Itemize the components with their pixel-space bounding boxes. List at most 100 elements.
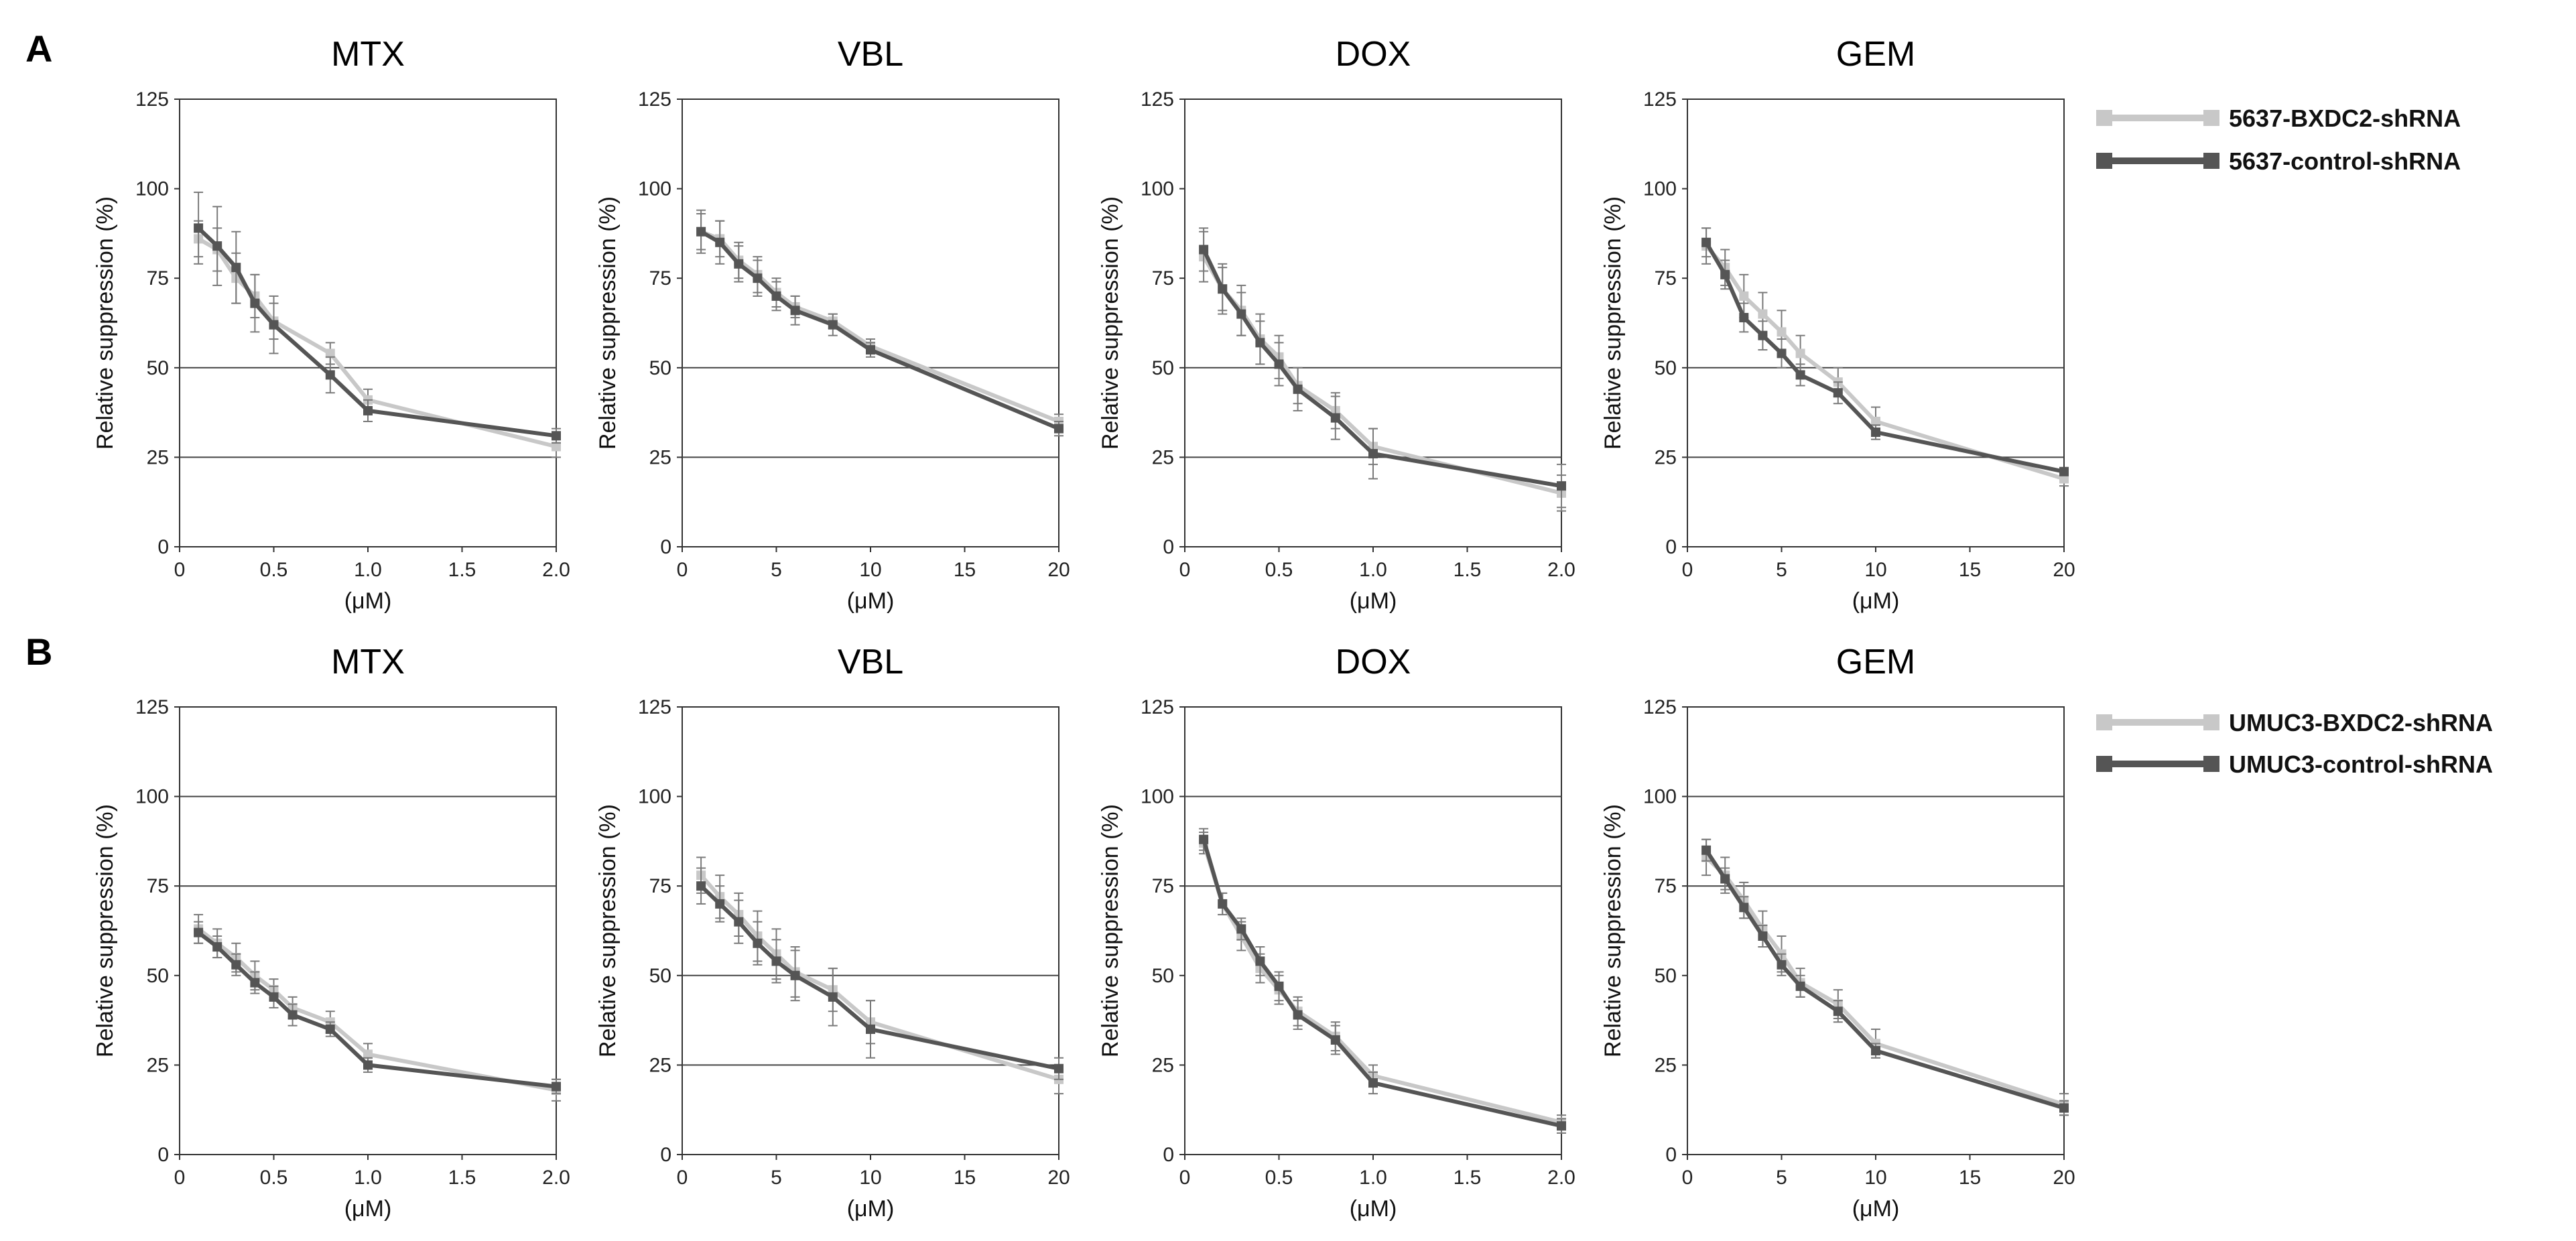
x-tick-label: 0 xyxy=(677,559,688,581)
x-tick-label: 20 xyxy=(2053,1167,2075,1189)
x-tick-label: 0 xyxy=(174,559,186,581)
data-point-control xyxy=(325,370,335,380)
data-point-control xyxy=(1833,388,1843,398)
data-point-control xyxy=(1777,960,1787,970)
panel-letter-b: B xyxy=(25,631,52,673)
x-tick-label: 20 xyxy=(1047,1167,1070,1189)
chart-a-vbl: VBL 0 25 50 75 100 125 0 5 10 15 20 (μM) Relative sup… xyxy=(595,35,1070,614)
data-point-control xyxy=(250,298,260,308)
y-tick-label: 100 xyxy=(135,178,169,200)
x-tick-label: 1.5 xyxy=(448,1167,476,1189)
series-control xyxy=(696,867,1064,1080)
legend-b: UMUC3-BXDC2-shRNA UMUC3-control-shRNA xyxy=(2096,709,2493,778)
x-tick-label: 0.5 xyxy=(260,1167,288,1189)
data-point-control xyxy=(1274,359,1284,369)
legend-marker-control xyxy=(2096,153,2112,169)
data-point-control xyxy=(552,1082,561,1092)
legend-label-control: UMUC3-control-shRNA xyxy=(2229,750,2493,778)
data-point-control xyxy=(1255,956,1265,966)
y-tick-label: 75 xyxy=(1152,875,1174,897)
data-point-control xyxy=(1557,481,1566,491)
legend-label-control: 5637-control-shRNA xyxy=(2229,147,2461,175)
data-point-control xyxy=(325,1024,335,1034)
y-tick-label: 125 xyxy=(135,696,169,718)
x-tick-label: 2.0 xyxy=(542,559,570,581)
y-axis-label: Relative suppression (%) xyxy=(1098,196,1123,450)
data-point-control xyxy=(1557,1121,1566,1131)
x-tick-label: 1.5 xyxy=(448,559,476,581)
x-tick-label: 2.0 xyxy=(1547,1167,1575,1189)
data-point-control xyxy=(1758,931,1768,941)
chart-title: DOX xyxy=(1336,35,1411,74)
y-tick-label: 75 xyxy=(649,875,671,897)
x-tick-label: 0 xyxy=(677,1167,688,1189)
series-control xyxy=(194,921,561,1095)
series-line-bxdc2 xyxy=(197,237,557,449)
series-control xyxy=(1199,828,1566,1134)
y-tick-label: 25 xyxy=(147,446,169,468)
data-point-control xyxy=(2059,466,2069,476)
data-point-control xyxy=(1293,1010,1303,1020)
y-axis-label: Relative suppression (%) xyxy=(595,804,621,1057)
x-tick-label: 15 xyxy=(1959,559,1981,581)
x-tick-label: 10 xyxy=(859,559,881,581)
y-tick-label: 75 xyxy=(147,267,169,289)
chart-title: DOX xyxy=(1336,643,1411,681)
data-point-control xyxy=(1720,269,1730,279)
data-point-control xyxy=(1871,427,1880,437)
legend-a: 5637-BXDC2-shRNA 5637-control-shRNA xyxy=(2096,105,2461,175)
y-tick-label: 50 xyxy=(649,357,671,379)
y-tick-label: 100 xyxy=(135,786,169,808)
legend-marker-bxdc2 xyxy=(2096,110,2112,126)
x-tick-label: 0.5 xyxy=(1265,559,1293,581)
data-point-control xyxy=(771,956,781,966)
y-axis-label: Relative suppression (%) xyxy=(595,196,621,450)
data-point-control xyxy=(1795,370,1805,380)
y-tick-label: 75 xyxy=(649,267,671,289)
y-tick-label: 75 xyxy=(1655,267,1677,289)
x-tick-label: 1.0 xyxy=(354,1167,382,1189)
panel-letter-a: A xyxy=(25,27,52,70)
data-point-control xyxy=(1777,348,1787,358)
y-tick-label: 25 xyxy=(1152,1054,1174,1076)
x-tick-label: 0.5 xyxy=(1265,1167,1293,1189)
data-point-control xyxy=(696,226,706,237)
data-point-control xyxy=(1293,384,1303,394)
x-axis-label: (μM) xyxy=(1852,1196,1900,1222)
data-point-control xyxy=(1701,845,1712,855)
y-tick-label: 125 xyxy=(1141,88,1174,111)
y-tick-label: 25 xyxy=(1655,446,1677,468)
y-tick-label: 100 xyxy=(1141,178,1174,200)
series-control xyxy=(194,191,561,444)
data-point-control xyxy=(1255,338,1265,348)
y-axis-label: Relative suppression (%) xyxy=(1600,804,1626,1057)
data-point-control xyxy=(1833,1006,1843,1017)
data-point-control xyxy=(1330,413,1340,423)
x-tick-label: 1.5 xyxy=(1454,559,1482,581)
x-tick-label: 1.0 xyxy=(1359,559,1387,581)
y-tick-label: 125 xyxy=(1643,696,1677,718)
y-axis-label: Relative suppression (%) xyxy=(1098,804,1123,1057)
data-point-control xyxy=(1701,237,1712,247)
data-point-control xyxy=(1218,284,1228,294)
x-tick-label: 0 xyxy=(174,1167,186,1189)
x-tick-label: 0 xyxy=(1179,559,1191,581)
x-tick-label: 5 xyxy=(1776,559,1787,581)
data-point-control xyxy=(212,942,222,952)
data-point-control xyxy=(231,263,241,273)
data-point-control xyxy=(734,259,744,269)
data-point-control xyxy=(1199,245,1209,255)
chart-title: GEM xyxy=(1836,35,1915,74)
data-point-control xyxy=(828,992,838,1002)
series-control xyxy=(1701,838,2069,1116)
x-tick-label: 0.5 xyxy=(260,559,288,581)
data-point-bxdc2 xyxy=(1758,309,1768,319)
y-tick-label: 25 xyxy=(1152,446,1174,468)
data-point-control xyxy=(1739,312,1749,322)
chart-title: VBL xyxy=(838,35,903,74)
y-tick-label: 50 xyxy=(1152,965,1174,987)
y-tick-label: 75 xyxy=(1152,267,1174,289)
y-tick-label: 0 xyxy=(157,536,169,558)
